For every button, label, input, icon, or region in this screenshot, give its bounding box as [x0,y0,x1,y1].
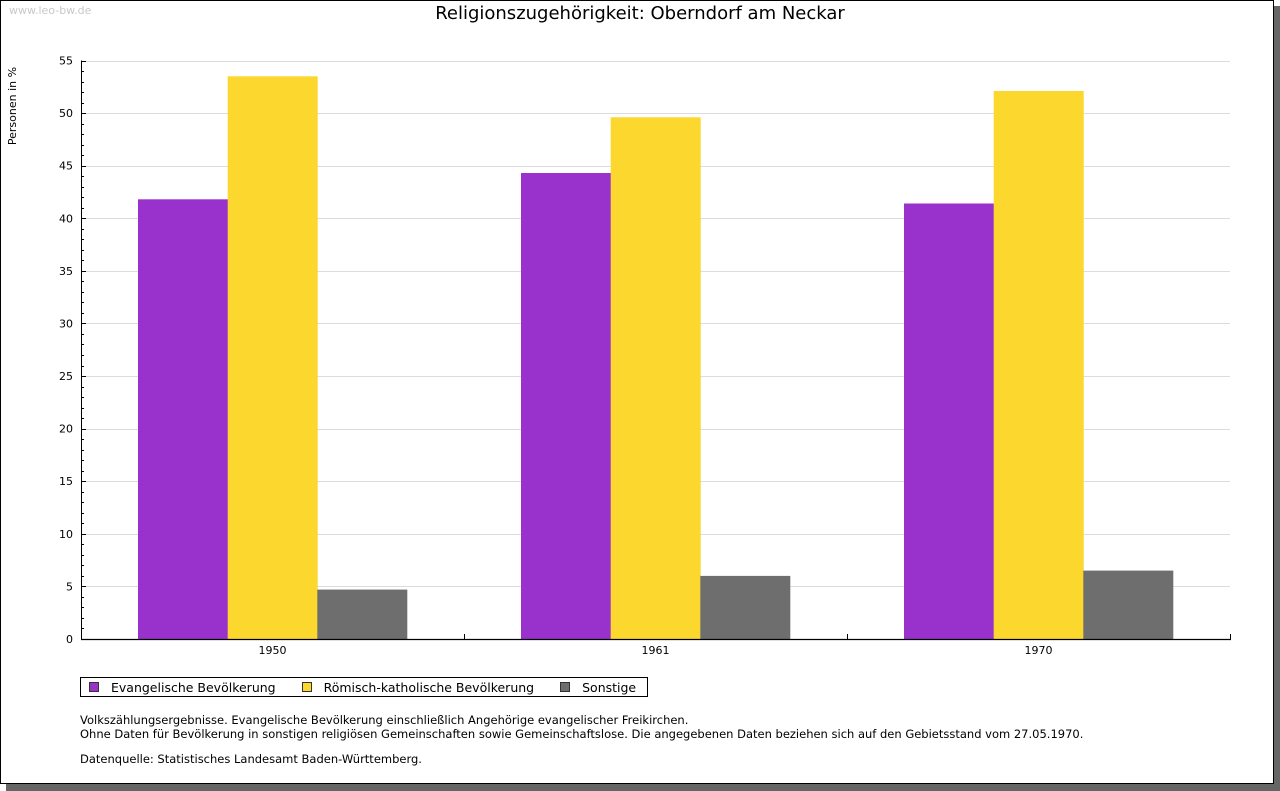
footnotes: Volkszählungsergebnisse. Evangelische Be… [80,713,1083,741]
legend-label: Römisch-katholische Bevölkerung [323,679,535,695]
footnote-line: Volkszählungsergebnisse. Evangelische Be… [80,713,689,727]
x-tick-label: 1970 [1025,644,1053,657]
bar-chart: 0 5 10 15 20 25 30 35 40 45 50 55 1950 1961 1970 Pers… [6,55,1231,657]
x-axis-ticks: 1950 1961 1970 [259,634,1231,657]
y-tick-label: 40 [59,212,73,225]
legend: Evangelische Bevölkerung Römisch-katholi… [80,677,649,697]
data-source: Datenquelle: Statistisches Landesamt Bad… [80,752,422,766]
legend-label: Sonstige [582,679,637,695]
y-tick-label: 10 [59,528,73,541]
y-tick-label: 25 [59,370,73,383]
y-tick-label: 35 [59,265,73,278]
y-tick-label: 20 [59,423,73,436]
legend-swatch-sonstige [560,682,571,692]
chart-title: Religionszugehörigkeit: Oberndorf am Nec… [435,3,845,24]
bar-1950-2 [317,589,408,639]
bar-1950-1 [227,76,318,640]
x-tick-label: 1961 [642,644,670,657]
watermark: www.leo-bw.de [9,4,92,17]
bar-1961-1 [610,117,701,640]
y-axis-ticks: 0 5 10 15 20 25 30 35 40 45 50 55 [59,55,86,646]
legend-item-sonstige: Sonstige [560,680,636,695]
bar-1970-0 [904,203,994,639]
footnote-line: Ohne Daten für Bevölkerung in sonstigen … [80,727,1084,741]
y-tick-label: 45 [59,160,73,173]
y-tick-label: 50 [59,107,73,120]
y-tick-label: 15 [59,475,73,488]
y-tick-label: 5 [66,580,73,593]
bar-1970-2 [1083,570,1174,639]
axes [81,60,1231,641]
x-tick-label: 1950 [259,644,287,657]
legend-swatch-katholisch [301,682,312,692]
y-tick-label: 55 [59,55,73,68]
bar-1950-0 [138,199,228,640]
y-tick-label: 30 [59,317,73,330]
bar-1970-1 [993,91,1084,639]
legend-item-evangelisch: Evangelische Bevölkerung [89,680,276,695]
legend-item-katholisch: Römisch-katholische Bevölkerung [301,679,535,695]
bars [138,76,1174,640]
bar-1961-2 [700,575,791,639]
y-tick-label: 0 [66,633,73,646]
bar-1961-0 [521,173,611,639]
legend-swatch-evangelisch [89,682,99,692]
y-axis-label: Personen in % [6,67,19,145]
legend-label: Evangelische Bevölkerung [111,679,276,695]
